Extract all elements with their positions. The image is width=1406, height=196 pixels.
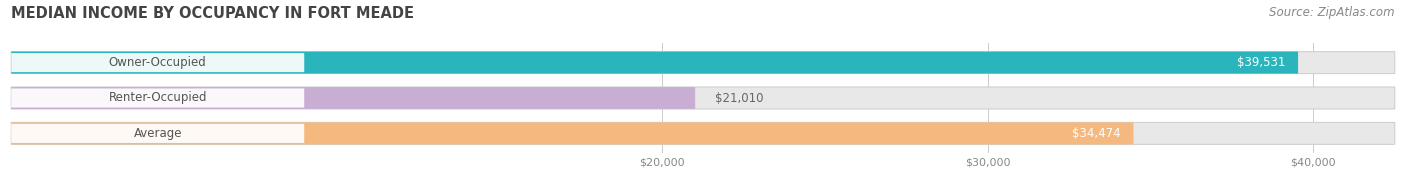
Text: Source: ZipAtlas.com: Source: ZipAtlas.com [1270, 6, 1395, 19]
Text: $34,474: $34,474 [1071, 127, 1121, 140]
FancyBboxPatch shape [11, 53, 304, 72]
FancyBboxPatch shape [11, 122, 1395, 144]
FancyBboxPatch shape [11, 122, 1133, 144]
Text: Owner-Occupied: Owner-Occupied [108, 56, 207, 69]
Text: Renter-Occupied: Renter-Occupied [108, 92, 207, 104]
FancyBboxPatch shape [11, 88, 304, 108]
Text: $21,010: $21,010 [714, 92, 763, 104]
Text: Average: Average [134, 127, 181, 140]
Text: MEDIAN INCOME BY OCCUPANCY IN FORT MEADE: MEDIAN INCOME BY OCCUPANCY IN FORT MEADE [11, 6, 415, 21]
FancyBboxPatch shape [11, 52, 1395, 74]
FancyBboxPatch shape [11, 124, 304, 143]
Text: $39,531: $39,531 [1237, 56, 1285, 69]
FancyBboxPatch shape [11, 52, 1298, 74]
FancyBboxPatch shape [11, 87, 1395, 109]
FancyBboxPatch shape [11, 87, 695, 109]
